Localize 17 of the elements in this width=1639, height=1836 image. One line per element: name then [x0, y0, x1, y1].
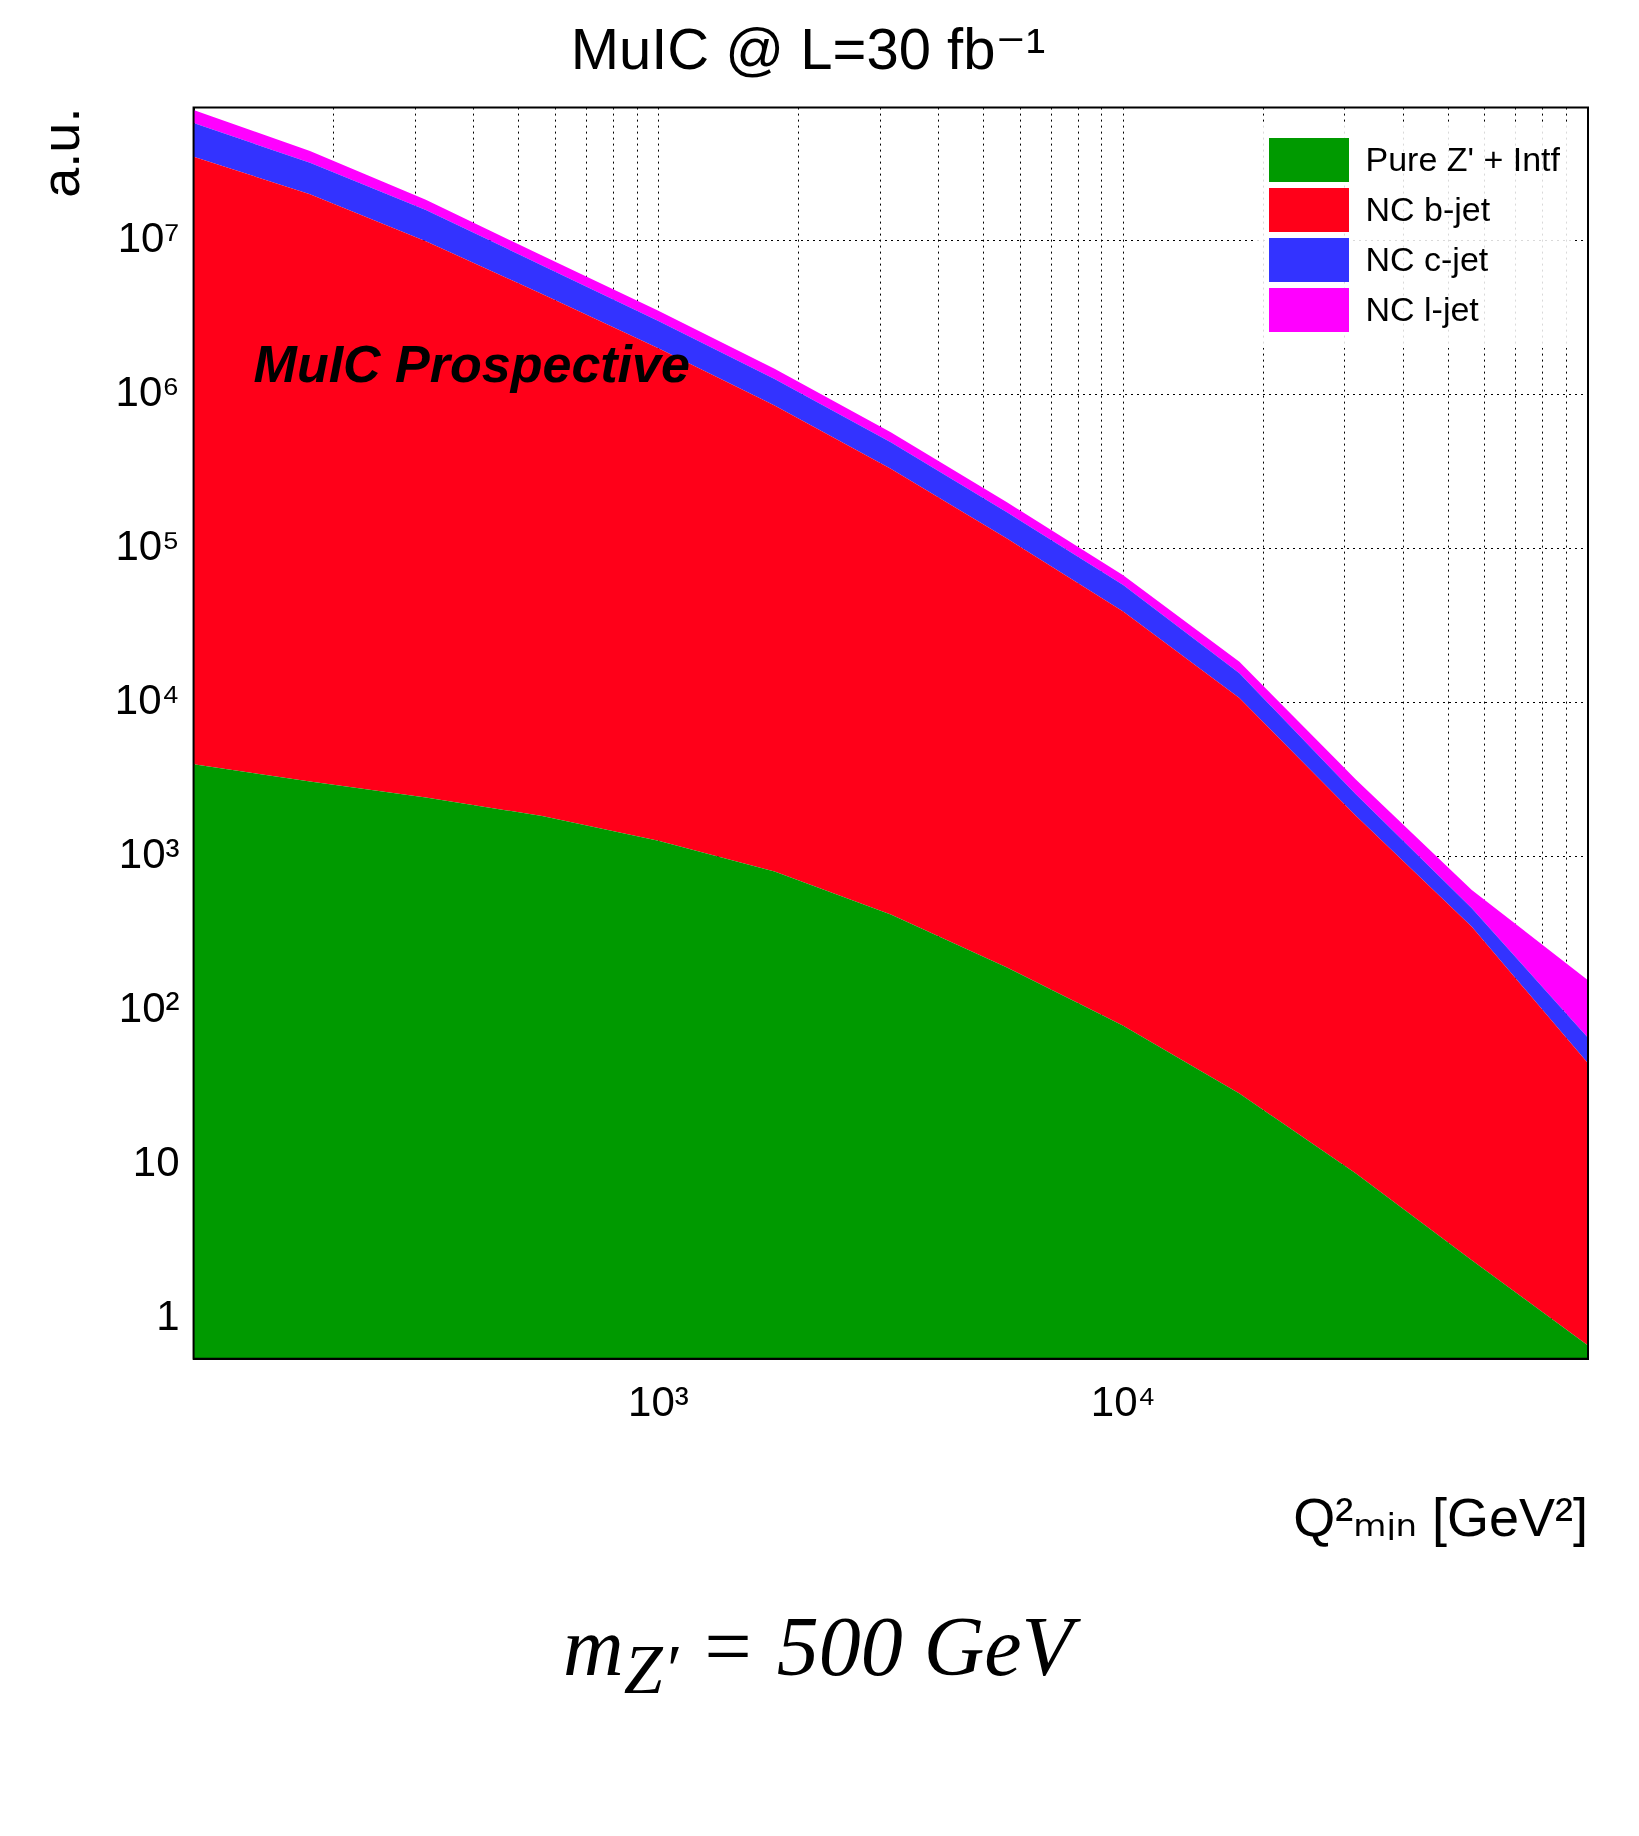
legend-label: Pure Z' + Intf: [1365, 140, 1560, 180]
legend-label: NC l-jet: [1365, 290, 1479, 330]
y-tick-label: 10⁶: [115, 368, 180, 416]
chart-title: MuIC @ L=30 fb⁻¹: [570, 15, 1046, 81]
legend-label: NC b-jet: [1365, 190, 1491, 230]
y-axis-title: a.u.: [30, 107, 91, 198]
x-axis-title: Q²ₘᵢₙ [GeV²]: [1293, 1487, 1588, 1548]
annotation: MuIC Prospective: [253, 334, 690, 393]
y-tick-label: 10⁴: [114, 676, 180, 724]
y-tick-label: 10: [132, 1138, 180, 1186]
y-tick-label: 10⁷: [117, 214, 180, 262]
y-tick-label: 10⁵: [115, 522, 180, 570]
y-tick-label: 10²: [118, 984, 180, 1032]
text: m$_{Z′}$ = 500 GeV: [562, 1599, 1082, 1710]
y-tick-label: 1: [156, 1292, 180, 1340]
y-tick-label: 10³: [118, 830, 180, 878]
legend-label: NC c-jet: [1365, 240, 1489, 280]
